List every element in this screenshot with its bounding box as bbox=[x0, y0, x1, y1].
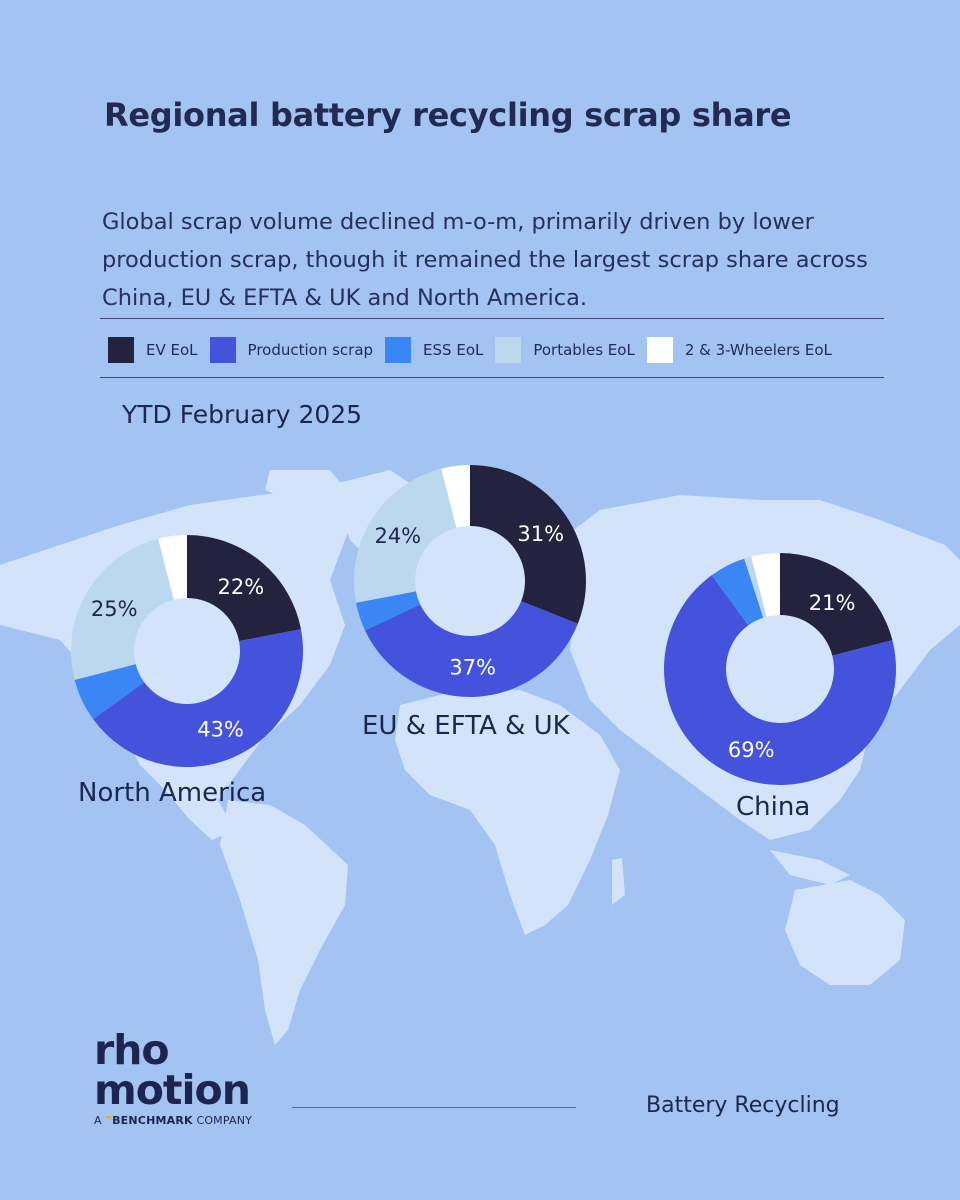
slice-china-production-scrap bbox=[664, 575, 897, 785]
logo-word-rho: rho bbox=[94, 1026, 170, 1074]
donut-eu-efta-uk: 31% 37% 24% bbox=[354, 465, 586, 697]
slice-north-america-ess-eol bbox=[74, 664, 145, 720]
donut-china: 21% 69% bbox=[664, 553, 897, 785]
legend-bottom-rule bbox=[100, 377, 884, 378]
legend-item-2-3-wheelers-eol: 2 & 3-Wheelers EoL bbox=[646, 337, 832, 363]
rho-motion-logo: rho motion A ❞BENCHMARK COMPANY bbox=[94, 1026, 252, 1128]
logo-tag-suffix: COMPANY bbox=[196, 1114, 253, 1127]
slice-north-america-production-scrap bbox=[93, 629, 303, 768]
legend-swatch bbox=[209, 337, 236, 363]
slice-eu-efta-uk-ev-eol bbox=[470, 465, 586, 624]
region-label-eu-efta-uk: EU & EFTA & UK bbox=[362, 711, 570, 741]
logo-word-motion: motion bbox=[94, 1066, 251, 1114]
data-label-eu-efta-uk-ev-eol: 31% bbox=[517, 522, 564, 546]
logo-tag-prefix: A bbox=[94, 1114, 102, 1127]
legend-swatch bbox=[495, 337, 522, 363]
legend-swatch bbox=[108, 337, 134, 363]
legend-swatch bbox=[385, 337, 412, 363]
slice-north-america-two-three-wheelers-eol bbox=[158, 535, 187, 600]
slice-eu-efta-uk-portables-eol bbox=[354, 468, 457, 603]
data-label-china-production-scrap: 69% bbox=[728, 738, 775, 762]
region-label-china: China bbox=[736, 792, 811, 822]
slice-china-ess-eol bbox=[711, 558, 764, 626]
footer-rule bbox=[292, 1107, 576, 1108]
data-label-china-ev-eol: 21% bbox=[809, 591, 856, 615]
legend-label: 2 & 3-Wheelers EoL bbox=[684, 341, 832, 359]
slice-north-america-portables-eol bbox=[71, 538, 174, 680]
legend-label: Production scrap bbox=[247, 341, 374, 359]
slice-china-two-three-wheelers-eol bbox=[751, 553, 780, 617]
logo-tagline: A ❞BENCHMARK COMPANY bbox=[94, 1114, 252, 1127]
benchmark-icon: ❞ bbox=[105, 1114, 113, 1127]
page-title: Regional battery recycling scrap share bbox=[104, 96, 792, 134]
data-label-eu-efta-uk-production-scrap: 37% bbox=[449, 655, 496, 679]
data-label-north-america-portables-eol: 25% bbox=[91, 597, 138, 621]
slice-eu-efta-uk-production-scrap bbox=[365, 601, 578, 697]
logo-tag-brand: BENCHMARK bbox=[112, 1114, 193, 1127]
data-label-north-america-production-scrap: 43% bbox=[197, 718, 244, 742]
legend-item-production-scrap: Production scrap bbox=[209, 337, 374, 363]
slice-north-america-ev-eol bbox=[187, 535, 301, 642]
legend-top-rule bbox=[100, 318, 884, 319]
slice-eu-efta-uk-ess-eol bbox=[356, 591, 421, 631]
legend-item-ev-eol: EV EoL bbox=[108, 337, 198, 363]
slice-china-portables-eol bbox=[744, 556, 767, 618]
data-label-north-america-ev-eol: 22% bbox=[218, 575, 265, 599]
legend-label: ESS EoL bbox=[423, 341, 484, 359]
data-label-eu-efta-uk-portables-eol: 24% bbox=[374, 524, 421, 548]
legend-label: Portables EoL bbox=[533, 341, 635, 359]
slice-china-ev-eol bbox=[780, 553, 893, 656]
legend-item-portables-eol: Portables EoL bbox=[495, 337, 635, 363]
footer-label: Battery Recycling bbox=[646, 1093, 840, 1118]
page-subtitle: Global scrap volume declined m-o-m, prim… bbox=[102, 209, 868, 311]
legend-swatch bbox=[646, 337, 673, 363]
period-label: YTD February 2025 bbox=[122, 400, 363, 429]
legend: EV EoL Production scrap ESS EoL Portable… bbox=[108, 336, 898, 364]
legend-label: EV EoL bbox=[146, 341, 198, 359]
legend-item-ess-eol: ESS EoL bbox=[385, 337, 483, 363]
donut-north-america: 22% 43% 25% bbox=[71, 535, 303, 768]
slice-eu-efta-uk-two-three-wheelers-eol bbox=[441, 465, 470, 528]
region-label-north-america: North America bbox=[78, 778, 267, 808]
